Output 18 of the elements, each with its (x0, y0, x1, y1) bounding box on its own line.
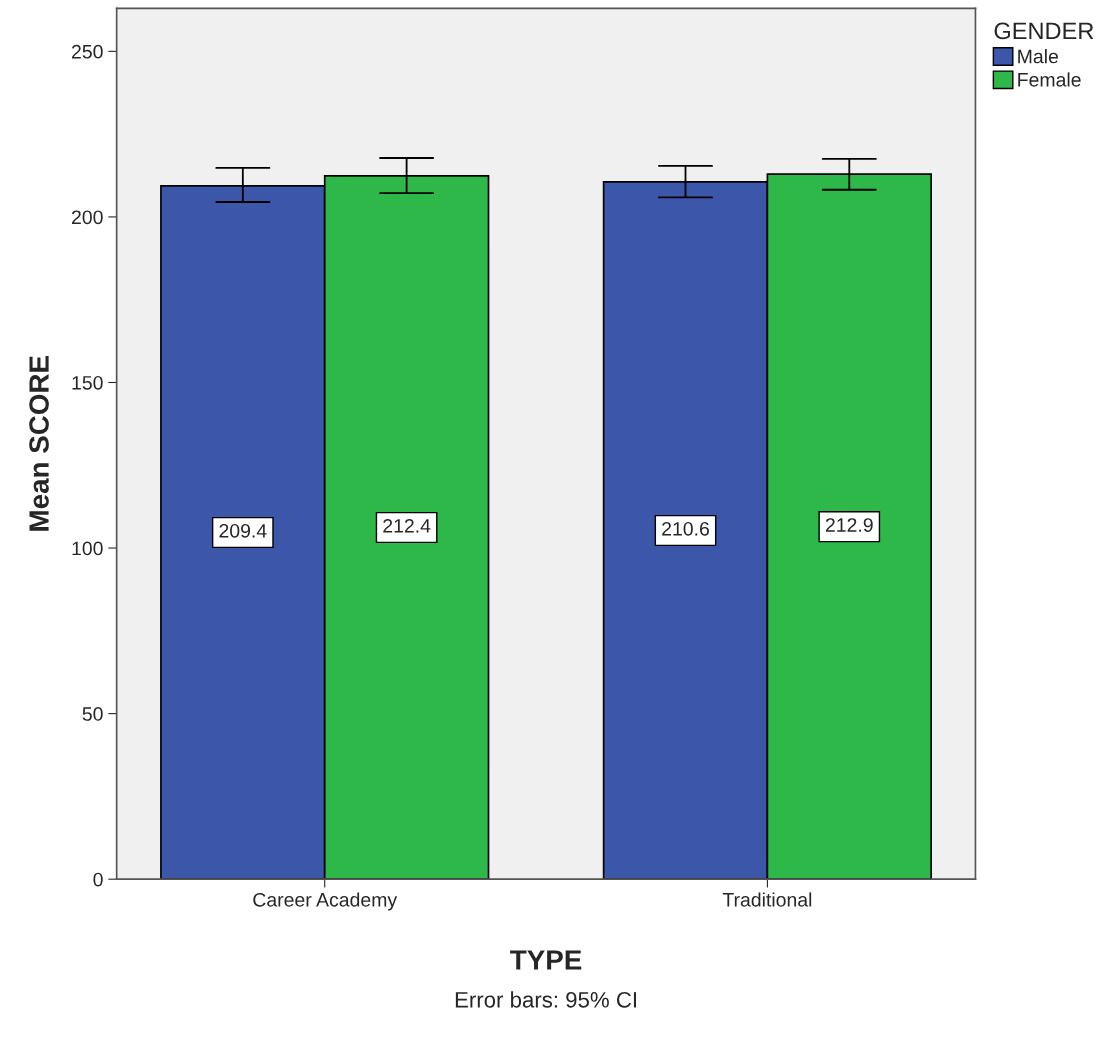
x-axis-title: TYPE (510, 950, 582, 970)
y-tick-label: 150 (72, 375, 103, 390)
y-tick-label: 250 (72, 44, 103, 59)
x-tick-label: Traditional (722, 892, 812, 907)
data-label: 209.4 (219, 523, 267, 538)
legend-title: GENDER (994, 22, 1094, 40)
y-tick-label: 200 (72, 210, 103, 225)
x-tick-label: Career Academy (253, 892, 398, 911)
data-label: 212.9 (825, 518, 873, 532)
text: Error bars: 95% CI (455, 991, 637, 1008)
legend-label: Male (1018, 49, 1058, 64)
legend-label: Female (1018, 72, 1081, 87)
data-label: 210.6 (662, 521, 709, 536)
y-tick-label: 0 (93, 872, 103, 887)
y-tick-label: 100 (72, 541, 103, 556)
data-label: 212.4 (383, 518, 431, 533)
y-tick-label: 50 (82, 707, 103, 721)
y-axis-title: Mean SCORE (29, 356, 49, 531)
